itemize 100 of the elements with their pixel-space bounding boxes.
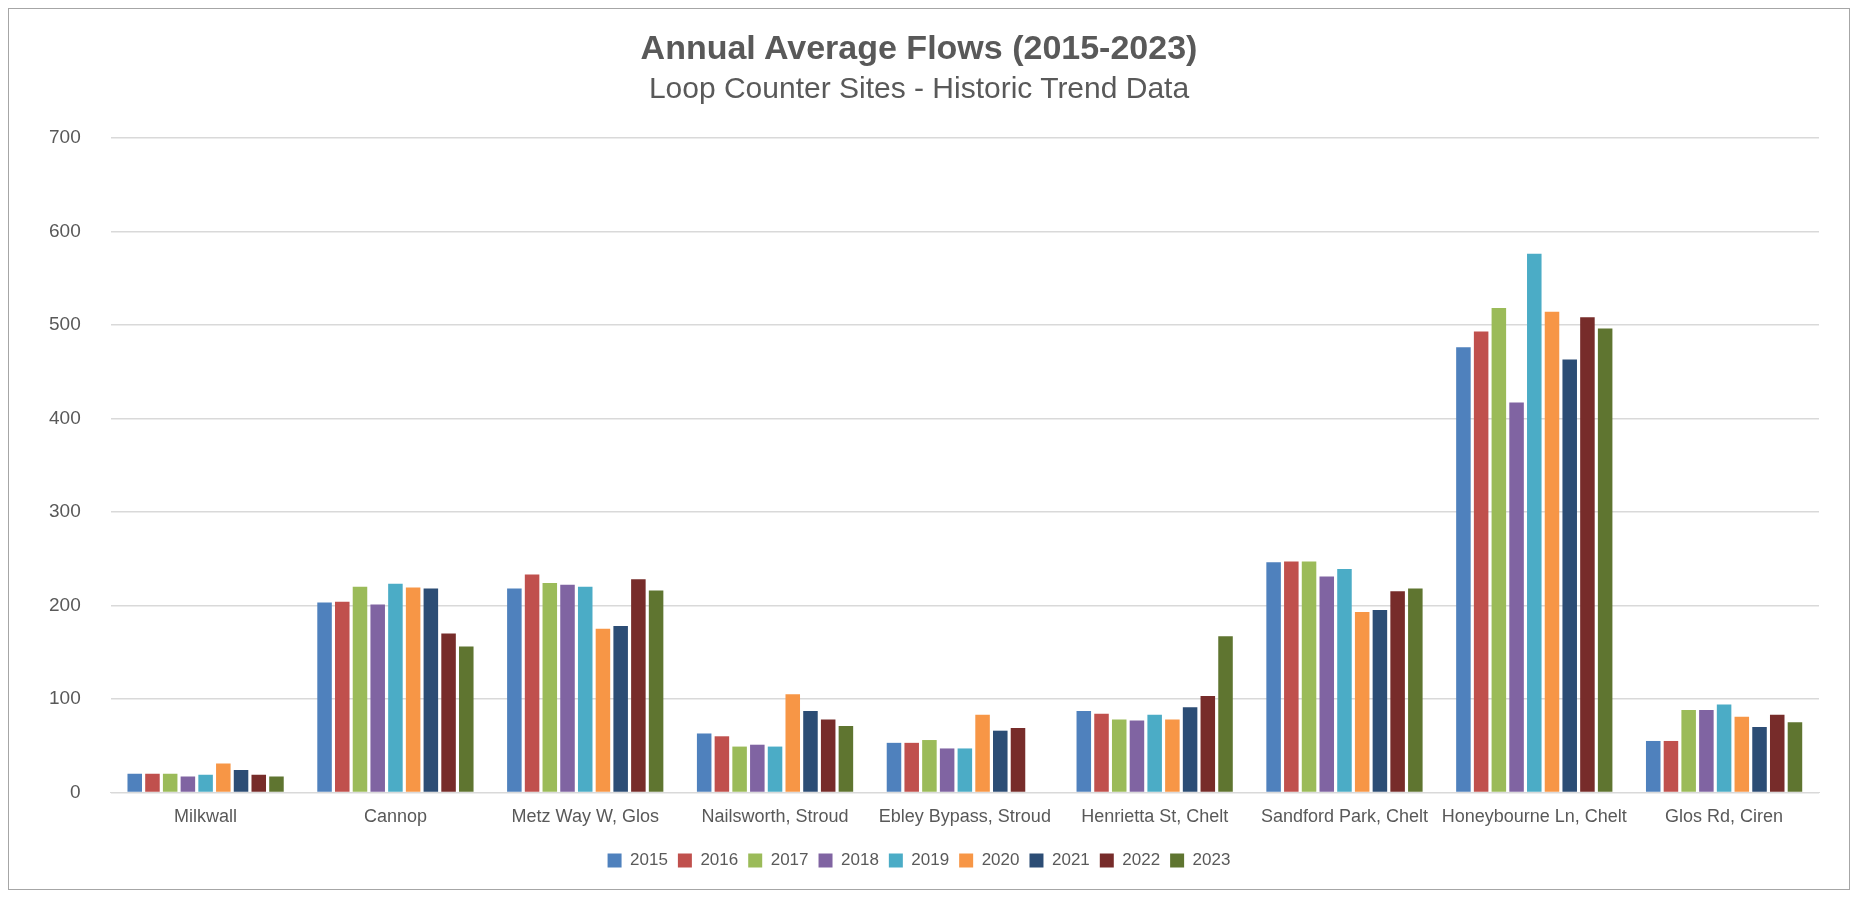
bar	[904, 742, 919, 792]
legend-label: 2021	[1051, 850, 1090, 870]
bar	[459, 646, 474, 792]
bar	[1491, 308, 1507, 792]
bar	[317, 602, 332, 792]
bar	[1734, 716, 1750, 792]
bar	[1456, 347, 1471, 792]
bar	[750, 744, 765, 792]
bar	[1562, 359, 1577, 792]
y-tick-label: 200	[49, 593, 81, 615]
bar	[767, 746, 783, 792]
bar	[1408, 588, 1423, 792]
chart-title: Annual Average Flows (2015-2023)	[640, 27, 1198, 66]
bar	[1787, 722, 1803, 792]
bar	[886, 742, 902, 792]
x-tick-label: Sandford Park, Chelt	[1260, 806, 1429, 827]
bar	[975, 714, 990, 792]
bar	[251, 774, 267, 792]
bar	[993, 730, 1008, 792]
x-tick-label: Honeybourne Ln, Chelt	[1441, 806, 1627, 827]
bar	[1509, 402, 1524, 792]
bar	[732, 746, 747, 792]
bar	[631, 579, 646, 792]
bar	[1580, 317, 1595, 792]
x-tick-label: Ebley Bypass, Stroud	[878, 806, 1051, 827]
bar	[524, 574, 540, 792]
bar	[145, 773, 160, 792]
bar	[577, 586, 593, 792]
bar	[542, 582, 558, 792]
bar	[198, 774, 213, 792]
bar	[216, 763, 231, 792]
y-tick-label: 300	[49, 500, 81, 522]
legend-label: 2022	[1122, 850, 1161, 870]
bar	[1111, 719, 1127, 792]
bar	[613, 625, 628, 792]
legend-label: 2019	[911, 850, 950, 870]
bar	[957, 748, 973, 792]
x-tick-label: Cannop	[363, 806, 427, 827]
bar	[1319, 576, 1335, 792]
bar	[648, 590, 664, 792]
bar	[714, 736, 730, 792]
x-tick-label: Nailsworth, Stroud	[701, 806, 849, 827]
legend-label: 2016	[700, 850, 739, 870]
bar	[1645, 740, 1661, 792]
bar	[1752, 726, 1767, 792]
bar	[1663, 740, 1679, 792]
bar	[939, 748, 955, 792]
x-tick-label: Henrietta St, Chelt	[1081, 806, 1229, 827]
bar	[820, 719, 836, 792]
bar	[370, 604, 385, 792]
bar	[1372, 610, 1388, 792]
bar	[785, 694, 801, 792]
bar	[922, 740, 937, 792]
bar	[1165, 719, 1180, 792]
bar	[1597, 328, 1613, 792]
bar	[1681, 710, 1696, 792]
bar	[507, 588, 522, 792]
bar	[162, 773, 178, 792]
y-tick-label: 100	[49, 687, 81, 709]
bar	[127, 773, 143, 792]
bar	[1716, 704, 1732, 792]
legend-label: 2015	[630, 850, 668, 870]
bar	[1129, 720, 1145, 792]
bar	[1301, 561, 1317, 792]
y-tick-label: 500	[49, 313, 81, 335]
bar	[1266, 562, 1281, 792]
bar	[1076, 711, 1092, 792]
legend-label: 2018	[841, 850, 879, 870]
x-tick-label: Glos Rd, Ciren	[1665, 806, 1784, 827]
bar	[441, 633, 456, 792]
bar	[423, 588, 439, 792]
y-tick-label: 400	[49, 406, 81, 428]
x-tick-label: Metz Way W, Glos	[511, 806, 659, 827]
bar	[1354, 611, 1370, 792]
bar	[560, 584, 575, 792]
chart-subtitle: Loop Counter Sites - Historic Trend Data	[648, 71, 1190, 105]
bar	[1200, 696, 1216, 792]
bar	[405, 587, 421, 792]
bar	[803, 711, 818, 792]
bar	[388, 583, 403, 792]
bar	[838, 726, 854, 792]
bar	[1337, 568, 1352, 792]
legend-label: 2023	[1192, 850, 1231, 870]
bar	[269, 776, 284, 792]
bar	[1147, 714, 1162, 792]
bar	[233, 769, 249, 792]
y-tick-label: 600	[49, 219, 81, 241]
bar	[696, 733, 712, 792]
bar	[1218, 636, 1233, 792]
bar	[352, 586, 368, 792]
bar	[1769, 714, 1785, 792]
bar	[335, 601, 350, 792]
bar	[1473, 331, 1489, 792]
bar	[1094, 713, 1109, 792]
bar	[595, 628, 611, 792]
bar	[1544, 311, 1560, 792]
bar	[1699, 710, 1714, 792]
legend-label: 2020	[981, 850, 1020, 870]
legend-label: 2017	[770, 850, 809, 870]
bar	[1182, 707, 1198, 792]
